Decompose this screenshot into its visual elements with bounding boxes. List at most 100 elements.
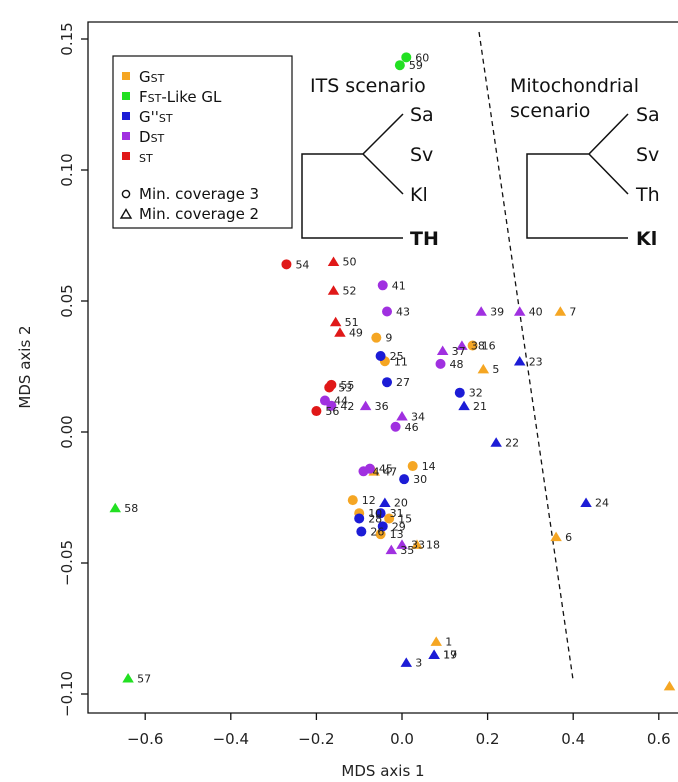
y-tick-label: −0.10 bbox=[58, 671, 76, 717]
data-point-16 bbox=[467, 340, 478, 351]
y-tick-label: 0.05 bbox=[58, 284, 76, 317]
its-tree-branches bbox=[301, 113, 404, 239]
legend-swatch bbox=[122, 72, 130, 80]
legend-swatch bbox=[122, 112, 130, 120]
point-label-28: 28 bbox=[368, 512, 382, 525]
point-label-52: 52 bbox=[343, 285, 357, 298]
point-label-29: 29 bbox=[392, 520, 406, 533]
data-point-46 bbox=[390, 421, 401, 432]
data-point-26 bbox=[356, 526, 367, 537]
data-point-14 bbox=[407, 461, 418, 472]
data-point-52 bbox=[327, 285, 340, 295]
its-tip-sv: Sv bbox=[410, 144, 433, 166]
legend-label: G''ST bbox=[139, 108, 173, 126]
data-point-51 bbox=[329, 316, 342, 327]
point-label-1: 1 bbox=[445, 636, 452, 649]
mito-tip-sv: Sv bbox=[636, 144, 659, 166]
data-point-18 bbox=[411, 539, 423, 549]
legend-circle-icon bbox=[121, 189, 131, 199]
point-label-35: 35 bbox=[400, 544, 414, 557]
scenario-divider-line bbox=[478, 31, 574, 681]
data-point-36 bbox=[359, 400, 372, 411]
data-point-31 bbox=[375, 508, 386, 519]
data-point-15 bbox=[384, 513, 395, 524]
data-point-54 bbox=[281, 259, 292, 270]
data-point-3 bbox=[400, 657, 413, 667]
point-label-51: 51 bbox=[345, 316, 359, 329]
point-label-22: 22 bbox=[505, 436, 519, 449]
point-label-16: 16 bbox=[482, 340, 496, 353]
data-point-4 bbox=[358, 466, 369, 477]
y-tick-label: −0.05 bbox=[58, 540, 76, 586]
point-label-56: 56 bbox=[325, 405, 339, 418]
point-label-3: 3 bbox=[415, 657, 422, 670]
point-label-47: 47 bbox=[383, 465, 397, 478]
its-scenario-tree: ITS scenario Sa Sv Kl TH bbox=[301, 75, 439, 250]
point-label-34: 34 bbox=[411, 410, 425, 423]
data-point-29 bbox=[377, 521, 388, 532]
data-point-8 bbox=[663, 680, 676, 691]
point-label-31: 31 bbox=[390, 507, 404, 520]
y-tick-label: 0.10 bbox=[58, 153, 76, 186]
point-label-6: 6 bbox=[565, 531, 572, 544]
data-point-35 bbox=[385, 544, 398, 555]
point-label-59: 59 bbox=[409, 59, 423, 72]
data-point-27 bbox=[382, 377, 393, 388]
mito-outgroup-kl: Kl bbox=[636, 228, 657, 250]
y-tick-label: 0.00 bbox=[58, 415, 76, 448]
data-point-30 bbox=[399, 474, 410, 485]
mito-scenario-title-line2: scenario bbox=[510, 100, 590, 122]
data-point-20 bbox=[379, 497, 391, 508]
point-label-33: 33 bbox=[411, 539, 425, 552]
legend-triangle-icon bbox=[119, 208, 133, 219]
x-tick-label: −0.6 bbox=[127, 730, 163, 748]
point-label-9: 9 bbox=[385, 332, 392, 345]
data-point-58 bbox=[109, 502, 121, 513]
point-label-39: 39 bbox=[490, 305, 504, 318]
data-point-23 bbox=[513, 356, 526, 366]
x-tick-label: 0.4 bbox=[561, 730, 585, 748]
point-label-43: 43 bbox=[396, 305, 410, 318]
data-point-37 bbox=[436, 345, 449, 356]
point-label-37: 37 bbox=[452, 345, 466, 358]
point-label-25: 25 bbox=[390, 350, 404, 363]
its-tip-sa: Sa bbox=[410, 104, 434, 126]
data-point-19 bbox=[428, 649, 440, 659]
data-point-39 bbox=[475, 306, 487, 316]
point-label-57: 57 bbox=[137, 672, 151, 685]
point-label-17: 17 bbox=[443, 649, 457, 662]
x-tick-label: −0.2 bbox=[298, 730, 334, 748]
point-label-4: 4 bbox=[372, 465, 379, 478]
data-point-28 bbox=[354, 513, 365, 524]
data-point-48 bbox=[435, 358, 446, 369]
data-point-24 bbox=[580, 497, 592, 508]
its-scenario-title: ITS scenario bbox=[310, 75, 426, 97]
plot-frame bbox=[87, 21, 678, 714]
point-label-27: 27 bbox=[396, 376, 410, 389]
point-label-13: 13 bbox=[390, 528, 404, 541]
point-label-46: 46 bbox=[405, 421, 419, 434]
legend-swatch bbox=[122, 132, 130, 140]
point-label-23: 23 bbox=[529, 355, 543, 368]
point-label-14: 14 bbox=[422, 460, 436, 473]
point-label-12: 12 bbox=[362, 494, 376, 507]
point-label-7: 7 bbox=[569, 305, 576, 318]
x-tick-label: 0.0 bbox=[390, 730, 414, 748]
data-point-1 bbox=[430, 636, 442, 646]
data-point-22 bbox=[490, 437, 502, 447]
point-label-19: 19 bbox=[443, 649, 457, 662]
mito-tree-branches bbox=[526, 113, 629, 239]
data-point-12 bbox=[347, 495, 358, 506]
data-point-38 bbox=[456, 340, 468, 350]
point-label-10: 10 bbox=[368, 507, 382, 520]
x-tick-label: 0.2 bbox=[476, 730, 500, 748]
point-label-53: 53 bbox=[338, 381, 352, 394]
point-label-49: 49 bbox=[349, 326, 363, 339]
legend-label: ST bbox=[139, 152, 153, 165]
point-label-36: 36 bbox=[375, 400, 389, 413]
data-point-44 bbox=[319, 395, 330, 406]
point-label-48: 48 bbox=[450, 358, 464, 371]
point-label-5: 5 bbox=[492, 363, 499, 376]
data-points bbox=[109, 52, 676, 691]
